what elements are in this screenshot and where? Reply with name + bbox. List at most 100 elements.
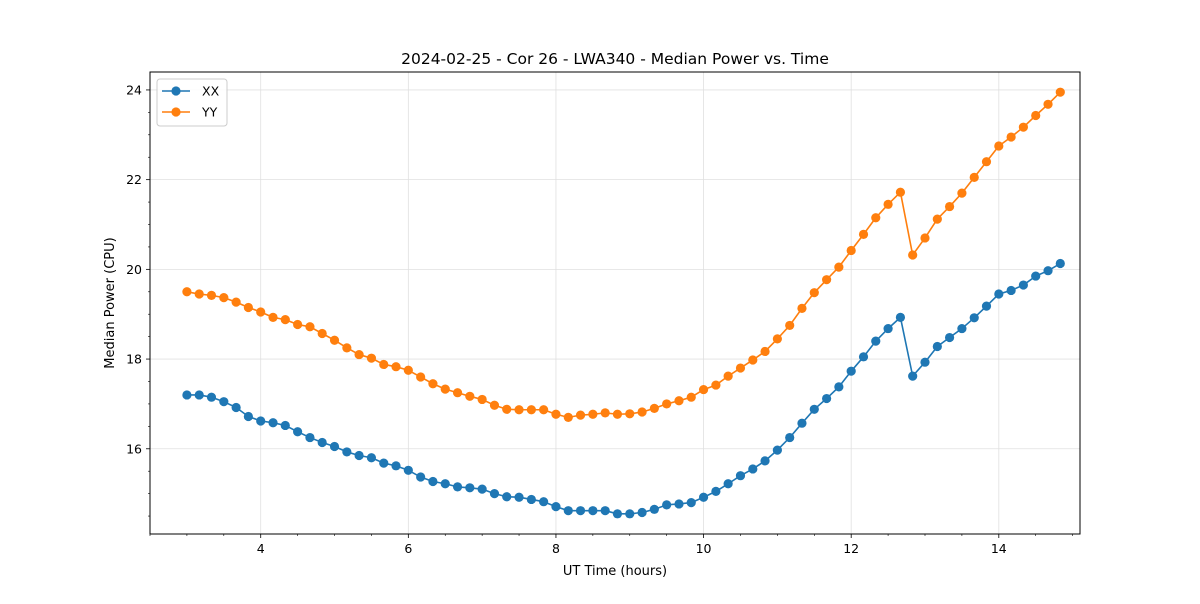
data-point-yy [772, 334, 782, 344]
data-point-yy [379, 359, 389, 370]
plot-frame [149, 71, 1081, 535]
data-point-xx [428, 476, 438, 487]
y-axis-label: Median Power (CPU) [103, 237, 118, 368]
data-point-yy [858, 229, 869, 239]
y-tick-label: 16 [126, 441, 142, 456]
data-point-xx [625, 509, 635, 519]
data-point-xx [822, 393, 832, 404]
data-point-yy [219, 293, 229, 303]
data-point-xx [563, 506, 573, 516]
data-point-yy [293, 319, 303, 330]
data-point-xx [219, 397, 229, 407]
data-point-yy [305, 322, 315, 332]
data-point-xx [489, 489, 500, 499]
data-point-yy [895, 187, 906, 197]
data-point-xx [711, 486, 721, 496]
data-point-yy [711, 380, 721, 390]
data-point-yy [428, 379, 438, 389]
data-point-xx [883, 323, 893, 334]
data-point-xx [920, 357, 930, 367]
data-point-xx [588, 506, 598, 516]
data-point-xx [280, 420, 290, 431]
data-point-yy [489, 400, 500, 410]
data-point-yy [1055, 87, 1065, 97]
data-point-xx [539, 497, 549, 507]
data-point-yy [834, 262, 844, 272]
data-point-yy [563, 412, 573, 422]
data-point-yy [465, 391, 475, 401]
data-point-xx [465, 483, 475, 493]
data-point-xx [846, 366, 856, 376]
x-tick-label: 12 [843, 541, 859, 556]
data-point-yy [403, 365, 413, 375]
data-point-xx [834, 382, 844, 392]
data-point-xx [268, 418, 278, 428]
data-point-yy [932, 214, 942, 224]
data-point-xx [526, 494, 536, 505]
data-point-yy [354, 349, 364, 360]
data-point-yy [994, 141, 1004, 151]
data-point-xx [600, 506, 610, 516]
data-point-xx [809, 404, 819, 414]
axis-ticks: 4 6 8 10 12 14 16 18 20 22 24 [126, 82, 1073, 556]
series-xx [182, 258, 1065, 519]
data-point-xx [969, 313, 979, 323]
data-point-yy [514, 405, 524, 415]
data-point-xx [735, 471, 746, 481]
data-point-xx [698, 492, 709, 502]
data-point-xx [452, 482, 463, 492]
data-point-yy [551, 409, 561, 419]
series-line-xx [186, 262, 1061, 515]
data-point-yy [981, 157, 992, 167]
data-point-xx [305, 432, 315, 443]
data-point-xx [256, 416, 266, 426]
legend-label: XX [202, 84, 220, 99]
data-point-yy [822, 275, 832, 285]
data-point-yy [1018, 122, 1028, 132]
legend-label: YY [201, 105, 218, 120]
data-point-yy [452, 388, 463, 398]
data-point-xx [612, 509, 623, 519]
data-point-xx [760, 456, 770, 466]
data-point-xx [379, 458, 389, 468]
data-point-xx [317, 437, 327, 448]
data-point-xx [477, 484, 487, 494]
data-point-xx [1043, 266, 1053, 276]
data-point-yy [182, 287, 192, 297]
data-point-xx [748, 464, 758, 474]
data-point-yy [206, 290, 217, 300]
data-point-yy [944, 201, 955, 212]
legend-item-xx: XX [162, 84, 220, 99]
data-point-yy [785, 320, 795, 331]
data-point-xx [354, 450, 364, 461]
data-point-xx [981, 301, 992, 311]
data-point-yy [686, 392, 696, 402]
series-line-yy [186, 91, 1061, 419]
grid-lines [150, 72, 1080, 534]
data-point-xx [182, 390, 192, 400]
legend-marker [171, 86, 181, 96]
data-point-xx [932, 341, 942, 352]
data-point-yy [342, 343, 352, 353]
data-point-xx [440, 479, 450, 489]
data-point-yy [674, 396, 684, 406]
x-tick-label: 10 [696, 541, 712, 556]
data-point-xx [994, 289, 1004, 299]
data-point-yy [908, 250, 918, 260]
data-point-yy [662, 399, 672, 409]
chart-title: 2024-02-25 - Cor 26 - LWA340 - Median Po… [401, 50, 829, 68]
data-point-xx [674, 499, 684, 509]
data-point-yy [539, 405, 549, 415]
data-point-yy [698, 384, 709, 395]
data-point-xx [342, 447, 352, 457]
data-point-yy [957, 188, 967, 198]
data-point-xx [686, 498, 696, 508]
data-point-xx [871, 336, 881, 346]
y-tick-label: 22 [126, 172, 142, 187]
data-point-yy [920, 233, 930, 243]
data-point-xx [785, 432, 795, 443]
data-point-yy [600, 408, 610, 418]
data-point-yy [612, 409, 623, 419]
